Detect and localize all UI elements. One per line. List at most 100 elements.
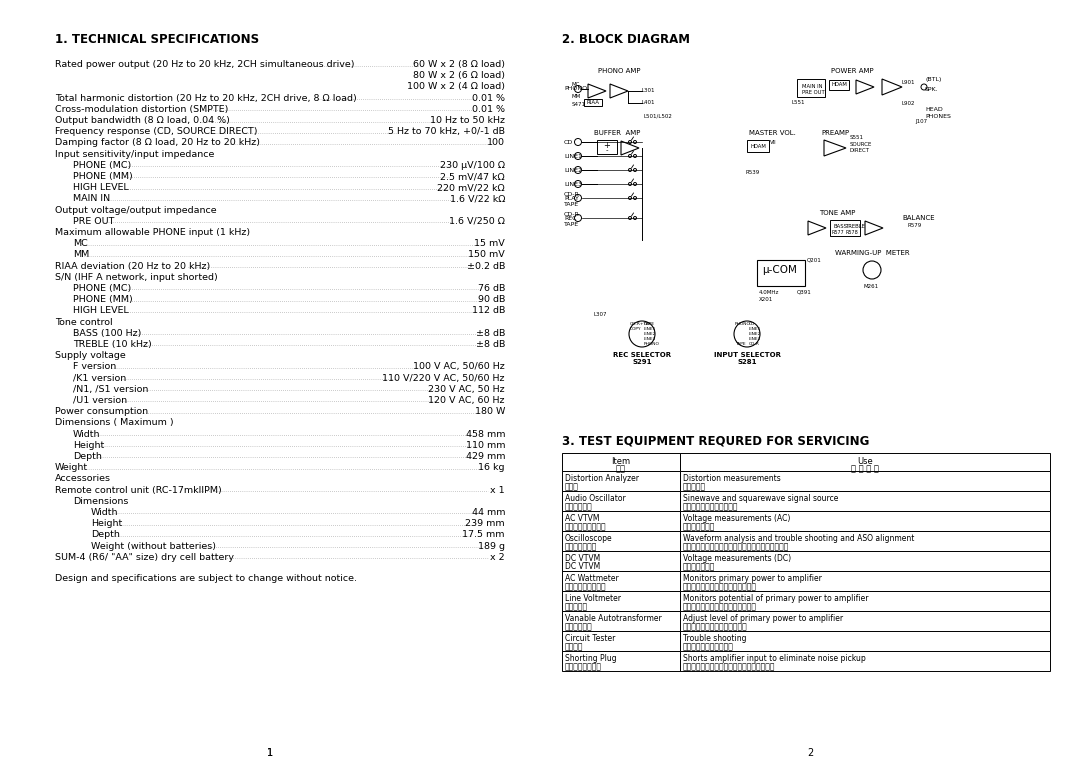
Text: 雑音を拾わないようにアンプ入力を短絡する: 雑音を拾わないようにアンプ入力を短絡する <box>683 662 775 671</box>
Text: Shorts amplifier input to eliminate noise pickup: Shorts amplifier input to eliminate nois… <box>683 654 866 663</box>
Circle shape <box>634 169 636 172</box>
Bar <box>562 511 680 531</box>
Text: MM: MM <box>73 250 90 259</box>
Circle shape <box>629 217 632 220</box>
Text: Monitors potential of primary power to amplifier: Monitors potential of primary power to a… <box>683 594 868 603</box>
Text: 0.01 %: 0.01 % <box>472 105 505 114</box>
Polygon shape <box>882 79 902 95</box>
Circle shape <box>575 85 581 92</box>
Text: Supply voltage: Supply voltage <box>55 351 125 360</box>
Text: 180 W: 180 W <box>474 407 505 416</box>
Text: 波形分析、トラブルシューティング及ＡＳＯの調整: 波形分析、トラブルシューティング及ＡＳＯの調整 <box>683 542 789 551</box>
Circle shape <box>863 261 881 279</box>
Text: 0.01 %: 0.01 % <box>472 94 505 102</box>
Text: x 2: x 2 <box>490 553 505 562</box>
Text: 230 μV/100 Ω: 230 μV/100 Ω <box>440 161 505 170</box>
Bar <box>562 551 680 571</box>
Text: S471: S471 <box>572 102 586 108</box>
Bar <box>562 453 680 471</box>
Text: Use: Use <box>858 457 873 466</box>
Text: ショート用プラグ: ショート用プラグ <box>565 662 602 671</box>
Text: CD: CD <box>644 322 650 326</box>
Text: X201: X201 <box>759 297 773 302</box>
Bar <box>562 471 680 491</box>
Text: PHONE (MM): PHONE (MM) <box>73 172 133 181</box>
Text: Dimensions: Dimensions <box>73 497 129 506</box>
Text: TAPE: TAPE <box>564 221 579 227</box>
Text: Voltage measurements (DC): Voltage measurements (DC) <box>683 554 792 563</box>
Text: 正弦波及び矩形波の発生器: 正弦波及び矩形波の発生器 <box>683 502 739 511</box>
Text: AC VTVM: AC VTVM <box>565 514 599 523</box>
Text: S291: S291 <box>632 359 651 365</box>
Text: 項目: 項目 <box>616 464 626 473</box>
Text: HDAM: HDAM <box>832 82 847 88</box>
Text: PLAY: PLAY <box>564 197 579 201</box>
Text: BALANCE: BALANCE <box>902 215 934 221</box>
Text: 歪み計: 歪み計 <box>565 482 579 491</box>
Text: LINE3: LINE3 <box>644 337 657 341</box>
Text: DIRECT: DIRECT <box>850 148 870 153</box>
Circle shape <box>629 182 632 185</box>
Text: Accessories: Accessories <box>55 475 111 484</box>
Text: REC: REC <box>564 217 577 221</box>
Text: -: - <box>606 147 608 153</box>
Text: Dimensions ( Maximum ): Dimensions ( Maximum ) <box>55 418 174 427</box>
Text: Adjust level of primary power to amplifier: Adjust level of primary power to amplifi… <box>683 614 843 623</box>
Text: CD-R: CD-R <box>750 342 760 346</box>
Text: HIGH LEVEL: HIGH LEVEL <box>73 183 129 192</box>
Text: 4.0MHz: 4.0MHz <box>759 290 780 295</box>
Text: POWER AMP: POWER AMP <box>831 68 874 74</box>
Text: TREBLE (10 kHz): TREBLE (10 kHz) <box>73 340 152 349</box>
Bar <box>680 631 1050 651</box>
Text: L551: L551 <box>792 101 806 105</box>
Text: Sinewave and squarewave signal source: Sinewave and squarewave signal source <box>683 494 838 503</box>
Text: 100 W x 2 (4 Ω load): 100 W x 2 (4 Ω load) <box>407 82 505 92</box>
Text: MAIN IN: MAIN IN <box>73 195 110 204</box>
Text: Voltage measurements (AC): Voltage measurements (AC) <box>683 514 791 523</box>
Text: テスター: テスター <box>565 642 583 651</box>
Text: Audio Oscillator: Audio Oscillator <box>565 494 625 503</box>
Text: SPK.: SPK. <box>924 87 939 92</box>
Text: 2. BLOCK DIAGRAM: 2. BLOCK DIAGRAM <box>562 33 690 46</box>
Text: PHONES: PHONES <box>924 114 950 119</box>
Text: 90 dB: 90 dB <box>477 295 505 304</box>
Text: LINE2: LINE2 <box>750 332 761 336</box>
Text: 電源電圧計: 電源電圧計 <box>565 602 589 611</box>
Text: ±8 dB: ±8 dB <box>475 340 505 349</box>
Text: RIAA deviation (20 Hz to 20 kHz): RIAA deviation (20 Hz to 20 kHz) <box>55 262 211 271</box>
Circle shape <box>634 197 636 199</box>
Text: CD: CD <box>564 140 573 144</box>
Text: 2: 2 <box>807 748 813 758</box>
Text: 使 用 方 法: 使 用 方 法 <box>851 464 879 473</box>
Text: DC VTVM: DC VTVM <box>565 554 600 563</box>
Bar <box>680 611 1050 631</box>
Text: ±8 dB: ±8 dB <box>475 329 505 338</box>
Text: Cross-modulation distortion (SMPTE): Cross-modulation distortion (SMPTE) <box>55 105 228 114</box>
Text: Shorting Plug: Shorting Plug <box>565 654 617 663</box>
Text: 低周波発振器: 低周波発振器 <box>565 502 593 511</box>
Circle shape <box>634 154 636 157</box>
Text: Input sensitivity/input impedance: Input sensitivity/input impedance <box>55 150 214 159</box>
Text: Output voltage/output impedance: Output voltage/output impedance <box>55 205 217 214</box>
Text: 80 W x 2 (6 Ω load): 80 W x 2 (6 Ω load) <box>413 71 505 80</box>
Text: LINE1: LINE1 <box>564 153 582 159</box>
Text: TREBLE: TREBLE <box>846 224 866 228</box>
Text: 220 mV/22 kΩ: 220 mV/22 kΩ <box>437 183 505 192</box>
Bar <box>562 531 680 551</box>
Text: 2.5 mV/47 kΩ: 2.5 mV/47 kΩ <box>441 172 505 181</box>
Text: CD-R: CD-R <box>564 192 580 197</box>
Text: Width: Width <box>73 430 100 439</box>
Text: S551: S551 <box>850 135 864 140</box>
Bar <box>680 453 1050 471</box>
Circle shape <box>921 84 927 90</box>
Text: CD-R+TAPE: CD-R+TAPE <box>630 322 656 326</box>
Text: MASTER VOL.: MASTER VOL. <box>748 130 796 136</box>
Polygon shape <box>865 221 883 235</box>
Text: PREAMP: PREAMP <box>821 130 849 136</box>
Polygon shape <box>621 141 639 155</box>
Text: PHONE (MM): PHONE (MM) <box>73 295 133 304</box>
Text: Circuit Tester: Circuit Tester <box>565 634 616 643</box>
Text: Power consumption: Power consumption <box>55 407 148 416</box>
Text: R577: R577 <box>832 230 845 234</box>
Text: アンプの一次側消費電圧の調節: アンプの一次側消費電圧の調節 <box>683 622 747 631</box>
